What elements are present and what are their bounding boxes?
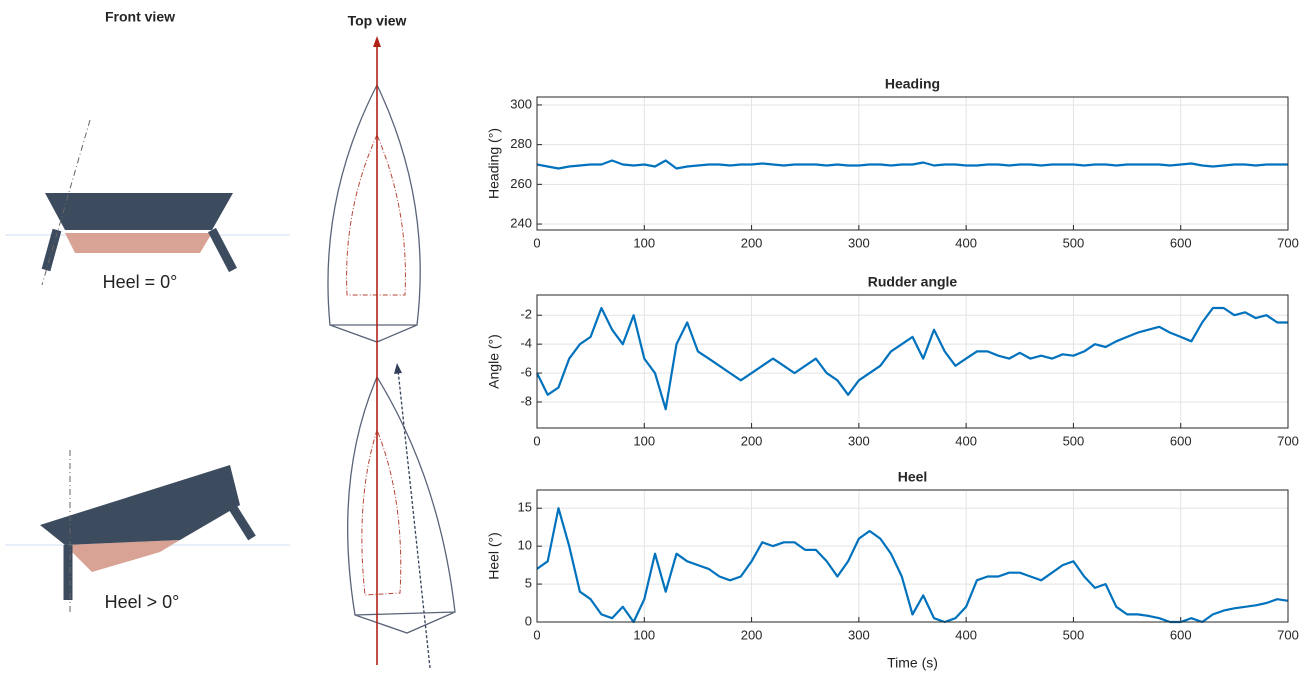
x-tick-label: 0: [533, 627, 540, 642]
x-tick-label: 700: [1277, 627, 1299, 642]
x-tick-label: 500: [1063, 627, 1085, 642]
x-tick-label: 400: [955, 235, 977, 250]
hull: [65, 233, 212, 253]
top-view: Top view: [327, 13, 456, 669]
y-tick-label: 5: [525, 576, 532, 591]
top-view-title: Top view: [348, 13, 407, 29]
chart-title: Heading: [885, 76, 940, 92]
arrow-head: [394, 363, 402, 374]
y-tick-label: 280: [510, 136, 532, 151]
x-tick-label: 0: [533, 235, 540, 250]
plot-area: [537, 295, 1288, 428]
x-tick-label: 200: [741, 433, 763, 448]
hull-outline: [327, 84, 421, 343]
deck: [40, 465, 240, 545]
plot-area: [537, 490, 1288, 622]
y-axis-label: Heading (°): [486, 128, 502, 199]
leg: [208, 227, 237, 273]
y-tick-label: -4: [520, 336, 532, 351]
hull: [65, 540, 180, 572]
x-axis-label: Time (s): [887, 655, 938, 671]
heel-label: Heel = 0°: [103, 272, 178, 292]
y-tick-label: 240: [510, 215, 532, 230]
data-line: [536, 306, 1288, 411]
arrow-head: [373, 36, 381, 47]
plot-frame: [536, 489, 1289, 623]
data-line: [536, 507, 1289, 624]
y-tick-label: 10: [518, 538, 532, 553]
y-tick-label: -8: [520, 393, 532, 408]
x-tick-label: 400: [955, 627, 977, 642]
x-tick-label: 400: [955, 433, 977, 448]
mast-axis: [41, 119, 91, 286]
x-tick-label: 700: [1277, 433, 1299, 448]
heel-label: Heel > 0°: [105, 592, 180, 612]
x-tick-label: 200: [741, 627, 763, 642]
plot: 0 100 200 300 400 500 600 700 240 260 280 300 Headin…: [486, 76, 1299, 251]
plot: 0 100 200 300 400 500 600 700 -8 -6 -4 -2 Rudder ang…: [486, 274, 1299, 449]
x-tick-label: 0: [533, 433, 540, 448]
deck: [45, 193, 233, 230]
x-tick-label: 500: [1063, 235, 1085, 250]
chart-title: Rudder angle: [868, 274, 958, 290]
x-tick-label: 600: [1170, 627, 1192, 642]
data-line: [536, 159, 1288, 170]
y-tick-label: -6: [520, 365, 532, 380]
y-tick-label: -2: [520, 307, 532, 322]
inner-outline: [361, 429, 402, 596]
plot: 0 100 200 300 400 500 600 700 0 5 10 15 Heel Heel (°)…: [486, 469, 1299, 671]
y-tick-label: 300: [510, 96, 532, 111]
y-tick-label: 0: [525, 613, 532, 628]
x-tick-label: 500: [1063, 433, 1085, 448]
y-axis-label: Heel (°): [486, 532, 502, 580]
front-view-title: Front view: [105, 9, 175, 25]
leg: [224, 497, 256, 541]
front-view: Front view Heel = 0° Heel > 0°: [5, 9, 290, 615]
inner-outline: [346, 134, 406, 296]
y-tick-label: 260: [510, 176, 532, 191]
x-tick-label: 300: [848, 627, 870, 642]
x-tick-label: 300: [848, 433, 870, 448]
x-tick-label: 200: [741, 235, 763, 250]
chart-title: Heel: [898, 469, 928, 485]
x-tick-label: 600: [1170, 235, 1192, 250]
y-axis-label: Angle (°): [486, 334, 502, 389]
x-tick-label: 100: [633, 433, 655, 448]
x-tick-label: 700: [1277, 235, 1299, 250]
x-tick-label: 600: [1170, 433, 1192, 448]
plot-frame: [536, 96, 1289, 231]
course-arrow: [397, 369, 431, 669]
x-tick-label: 100: [633, 627, 655, 642]
x-tick-label: 100: [633, 235, 655, 250]
x-tick-label: 300: [848, 235, 870, 250]
hull-outline: [347, 376, 456, 634]
leg: [41, 228, 62, 272]
plot-frame: [536, 294, 1289, 429]
y-tick-label: 15: [518, 500, 532, 515]
